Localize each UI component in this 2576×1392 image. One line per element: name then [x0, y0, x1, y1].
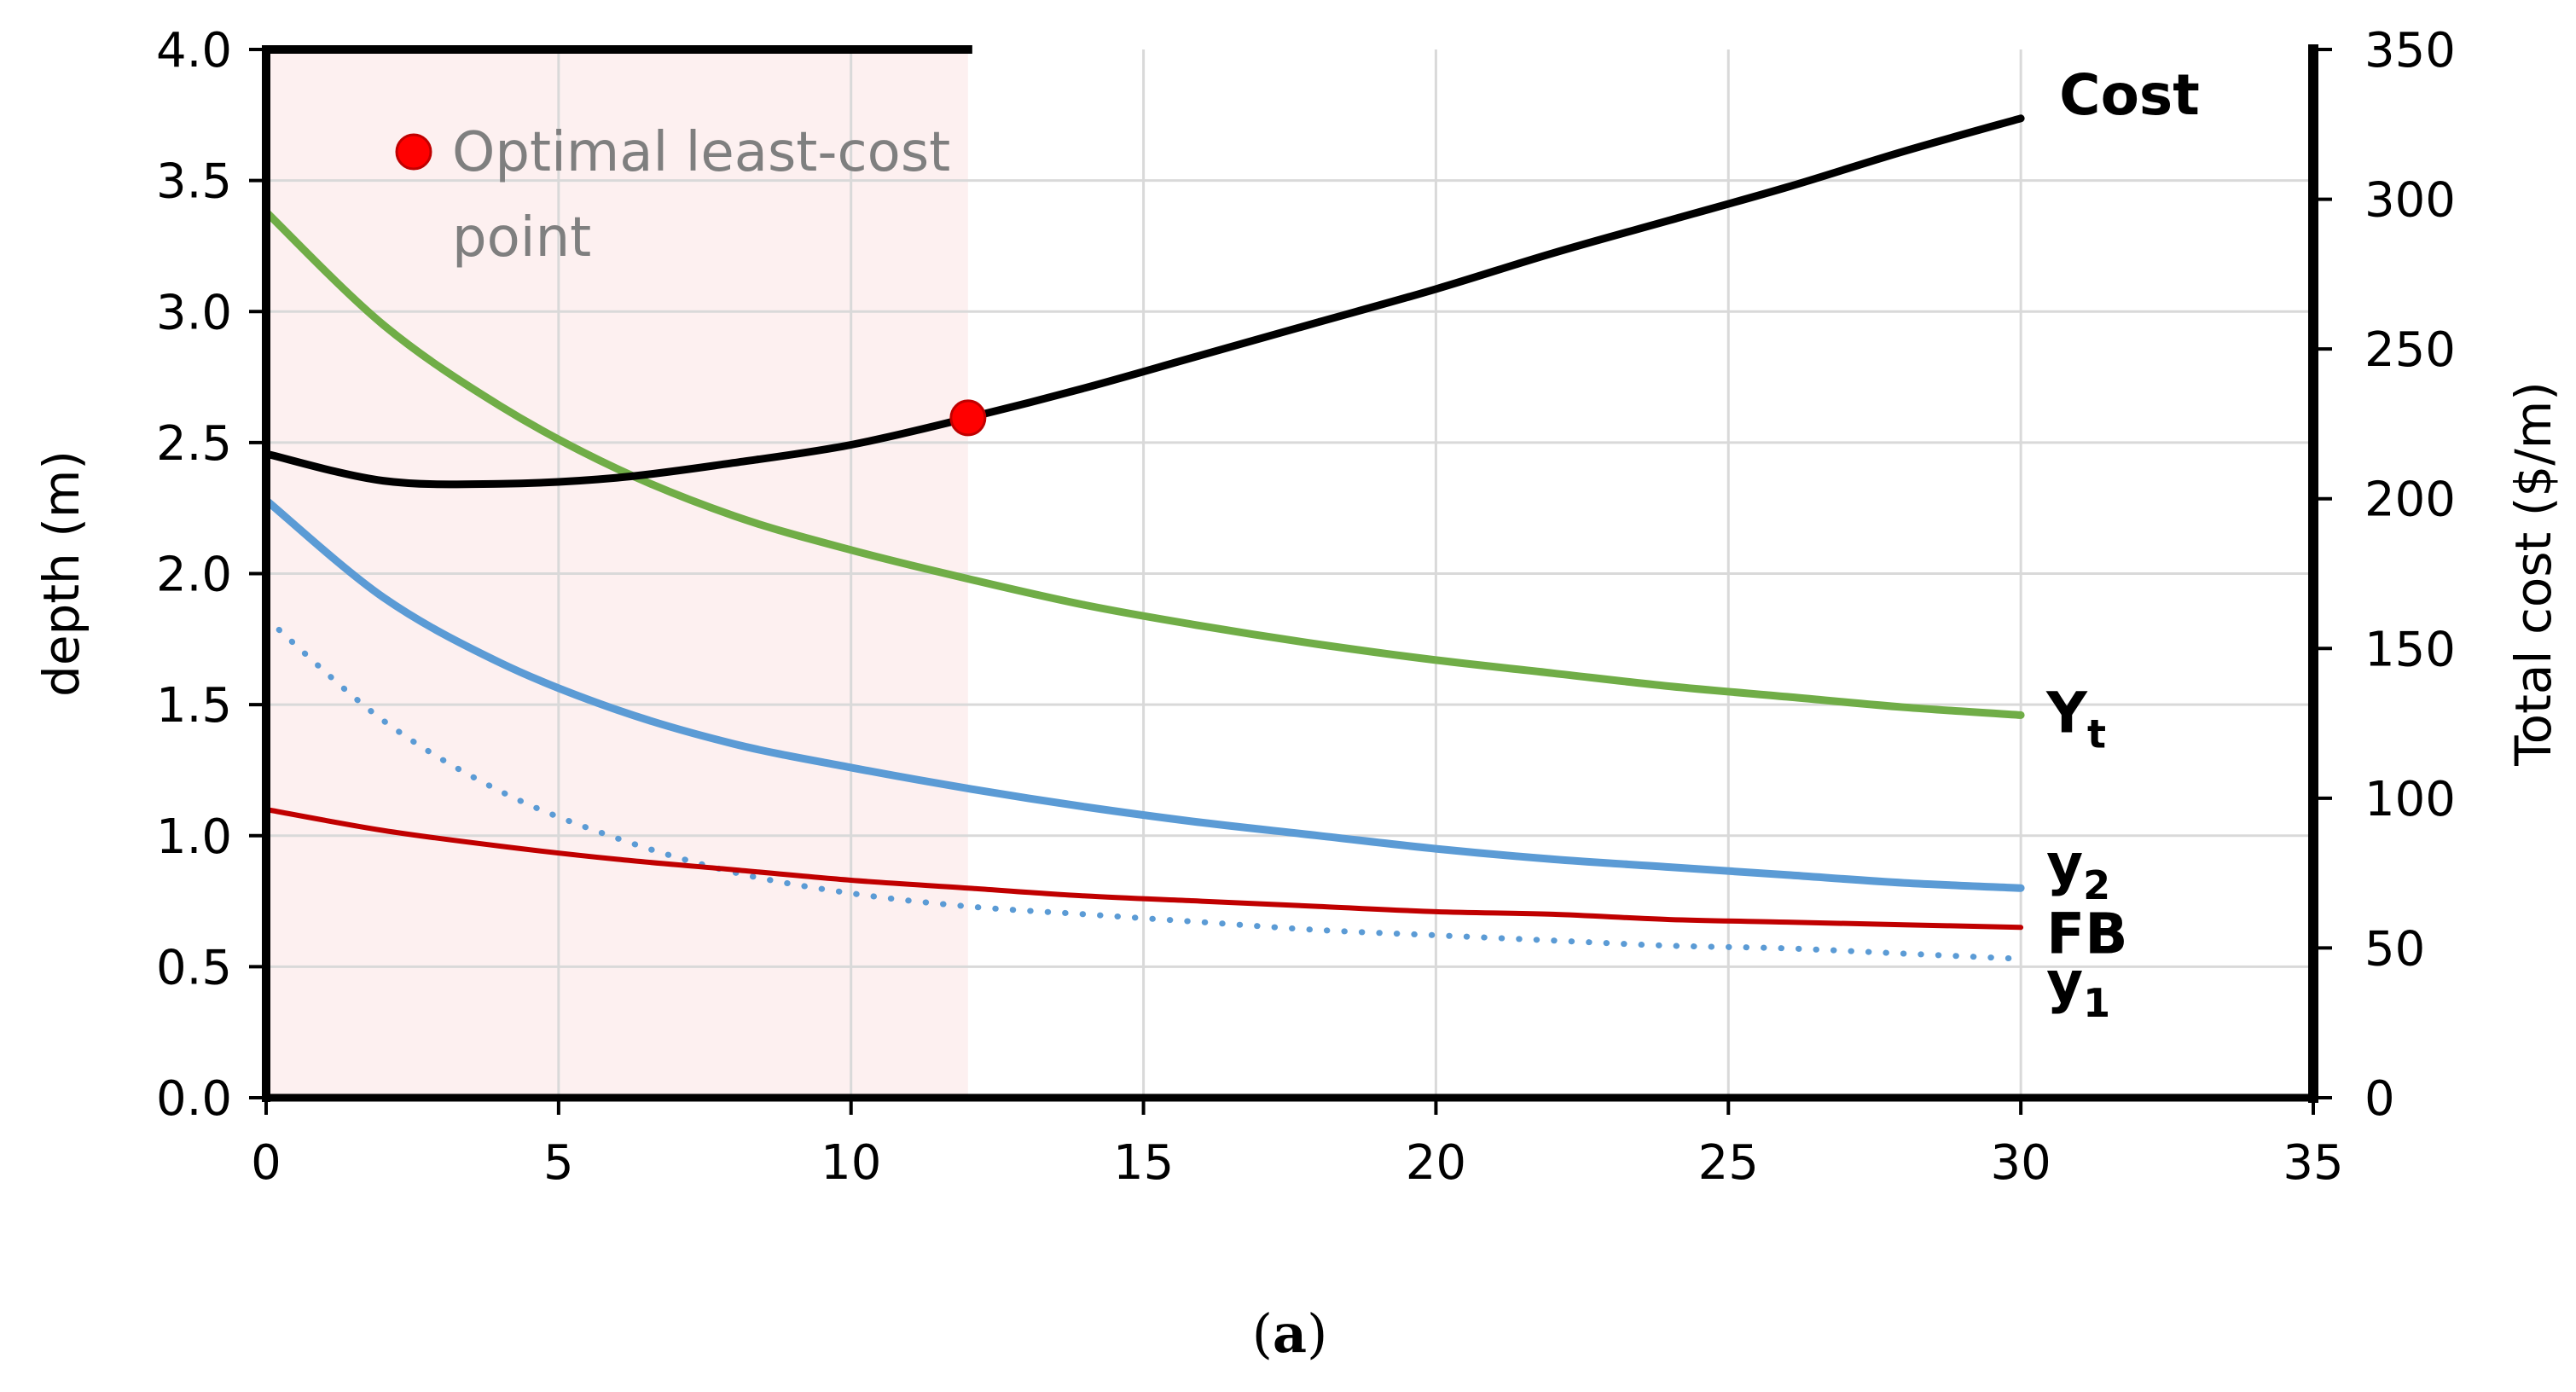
caption-open-paren: ( [1252, 1302, 1273, 1365]
y2-tick-label: 0 [2364, 1071, 2395, 1127]
caption-close-paren: ) [1307, 1302, 1327, 1365]
optimal-point-marker [949, 399, 987, 437]
y-tick-label: 3.0 [156, 285, 232, 340]
y-tick-label: 1.5 [156, 678, 232, 734]
y-tick-label: 2.0 [156, 548, 232, 603]
y2-tick-label: 50 [2364, 921, 2425, 977]
series-lines [262, 114, 2025, 962]
x-tick-label: 25 [1698, 1135, 1759, 1191]
y2-axis-title: Total cost ($/m) [2504, 381, 2562, 767]
y-axis-title: depth (m) [32, 450, 90, 697]
y2-tick-label: 100 [2364, 772, 2456, 827]
y2-tick-label: 250 [2364, 322, 2456, 378]
annotation-dot-icon [395, 133, 432, 171]
plot-frame [249, 44, 2332, 1115]
series-line-yt [262, 208, 2025, 719]
y-tick-label: 0.0 [156, 1071, 232, 1127]
annotation-line-1: Optimal least-cost [452, 121, 950, 184]
x-tick-label: 10 [821, 1135, 881, 1191]
caption-letter: a [1273, 1302, 1307, 1365]
series-label-fb: FB [2046, 901, 2127, 966]
series-label-yt: Yt [2045, 680, 2106, 757]
series-line-cost [262, 114, 2025, 489]
x-tick-label: 5 [543, 1135, 574, 1191]
y2-tick-label: 350 [2364, 23, 2456, 78]
series-label-cost: Cost [2059, 62, 2200, 128]
x-tick-label: 20 [1406, 1135, 1466, 1191]
x-tick-label: 35 [2283, 1135, 2343, 1191]
annotation-line-2: point [452, 206, 591, 270]
series-line-y2 [262, 496, 2025, 892]
figure-caption: (a) [1252, 1302, 1328, 1365]
y2-tick-label: 200 [2364, 473, 2456, 528]
y-tick-label: 4.0 [156, 23, 232, 78]
y-tick-label: 2.5 [156, 416, 232, 472]
y2-tick-label: 150 [2364, 622, 2456, 677]
x-tick-label: 0 [251, 1135, 281, 1191]
series-line-fb [264, 807, 2024, 931]
series-label-y1: y1 [2046, 949, 2110, 1026]
x-tick-label: 15 [1113, 1135, 1174, 1191]
y2-tick-label: 300 [2364, 173, 2456, 229]
y-tick-label: 3.5 [156, 154, 232, 210]
x-tick-label: 30 [1991, 1135, 2051, 1191]
y-tick-label: 0.5 [156, 940, 232, 995]
y-tick-label: 1.0 [156, 809, 232, 865]
tick-labels: 0 5 10 15 20 25 30 35 0.0 0.5 1.0 1.5 2.0 2.5 3.0 3.5 4.… [156, 23, 2456, 1191]
series-label-y2: y2 [2046, 832, 2110, 908]
